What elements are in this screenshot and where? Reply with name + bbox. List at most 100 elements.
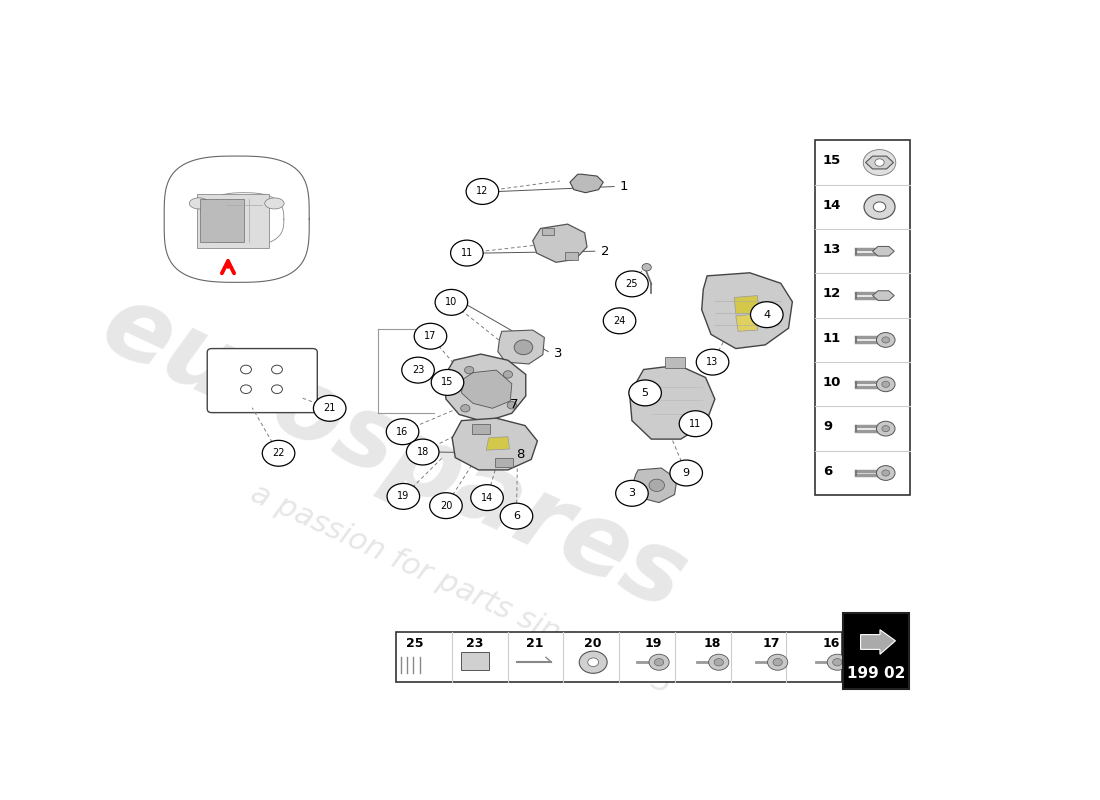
Text: 3: 3 [554, 347, 563, 360]
Ellipse shape [189, 198, 209, 209]
Bar [565, 253, 578, 260]
Circle shape [649, 479, 664, 491]
Circle shape [882, 337, 890, 343]
Text: 1: 1 [619, 180, 628, 193]
Circle shape [603, 308, 636, 334]
Text: 22: 22 [273, 448, 285, 458]
Text: 18: 18 [704, 637, 722, 650]
Text: 21: 21 [526, 637, 543, 650]
Text: 23: 23 [411, 365, 425, 375]
Ellipse shape [265, 198, 284, 209]
Circle shape [882, 382, 890, 387]
Circle shape [616, 480, 648, 506]
Text: 25: 25 [626, 279, 638, 289]
Text: 10: 10 [446, 298, 458, 307]
Polygon shape [872, 290, 894, 300]
Circle shape [431, 370, 464, 395]
Polygon shape [570, 174, 603, 193]
Text: 9: 9 [823, 420, 832, 434]
Circle shape [406, 439, 439, 465]
Circle shape [873, 202, 886, 212]
Text: 23: 23 [466, 637, 483, 650]
Text: 14: 14 [823, 198, 842, 211]
Circle shape [587, 658, 598, 666]
Polygon shape [735, 295, 759, 314]
Circle shape [241, 385, 252, 394]
Circle shape [649, 654, 669, 670]
Text: 20: 20 [440, 501, 452, 510]
Circle shape [877, 377, 895, 392]
Polygon shape [872, 246, 894, 256]
Circle shape [877, 333, 895, 347]
Polygon shape [452, 418, 538, 470]
Text: 13: 13 [823, 243, 842, 256]
Text: 20: 20 [584, 637, 602, 650]
Text: 11: 11 [461, 248, 473, 258]
Bar [495, 458, 514, 467]
Circle shape [708, 654, 729, 670]
Text: 12: 12 [476, 186, 488, 197]
Polygon shape [860, 630, 895, 654]
Text: 24: 24 [614, 316, 626, 326]
Text: 6: 6 [823, 465, 833, 478]
Polygon shape [631, 468, 676, 502]
Circle shape [877, 466, 895, 480]
Text: 19: 19 [645, 637, 661, 650]
Circle shape [464, 366, 474, 374]
Circle shape [654, 658, 663, 666]
Text: 7: 7 [509, 398, 518, 410]
Text: 6: 6 [513, 511, 520, 521]
Circle shape [864, 194, 895, 219]
Circle shape [436, 290, 468, 315]
Circle shape [773, 658, 782, 666]
Bar [815, 140, 910, 495]
Polygon shape [462, 370, 512, 408]
Text: 17: 17 [425, 331, 437, 342]
Circle shape [833, 658, 842, 666]
Text: 9: 9 [683, 468, 690, 478]
Circle shape [616, 271, 648, 297]
Circle shape [768, 654, 788, 670]
Text: 13: 13 [706, 357, 718, 367]
Circle shape [451, 240, 483, 266]
Circle shape [679, 410, 712, 437]
Circle shape [471, 485, 504, 510]
Text: a passion for parts since 1985: a passion for parts since 1985 [246, 478, 676, 699]
Circle shape [750, 302, 783, 328]
Circle shape [415, 323, 447, 349]
Bar [461, 652, 488, 670]
Circle shape [714, 658, 724, 666]
Circle shape [696, 349, 729, 375]
Polygon shape [443, 354, 526, 422]
Polygon shape [866, 156, 893, 169]
Circle shape [430, 493, 462, 518]
Text: 2: 2 [601, 245, 609, 258]
Text: 17: 17 [762, 637, 780, 650]
Circle shape [580, 651, 607, 674]
Circle shape [262, 440, 295, 466]
Text: 3: 3 [628, 488, 636, 498]
Text: 10: 10 [823, 376, 842, 389]
Circle shape [827, 654, 847, 670]
Polygon shape [532, 224, 587, 262]
Text: 14: 14 [481, 493, 493, 502]
Polygon shape [736, 314, 758, 331]
Bar [472, 424, 491, 434]
Text: 12: 12 [823, 287, 842, 300]
Text: 25: 25 [406, 637, 424, 650]
Text: 18: 18 [417, 447, 429, 457]
Circle shape [864, 150, 895, 175]
Circle shape [877, 422, 895, 436]
Bar [542, 228, 554, 235]
Circle shape [629, 380, 661, 406]
FancyBboxPatch shape [207, 349, 317, 413]
Circle shape [461, 405, 470, 412]
Bar [200, 199, 244, 242]
Circle shape [241, 365, 252, 374]
Circle shape [500, 503, 532, 529]
Text: 11: 11 [823, 331, 842, 345]
Circle shape [882, 470, 890, 476]
Circle shape [272, 385, 283, 394]
Circle shape [387, 483, 419, 510]
Circle shape [874, 159, 884, 166]
